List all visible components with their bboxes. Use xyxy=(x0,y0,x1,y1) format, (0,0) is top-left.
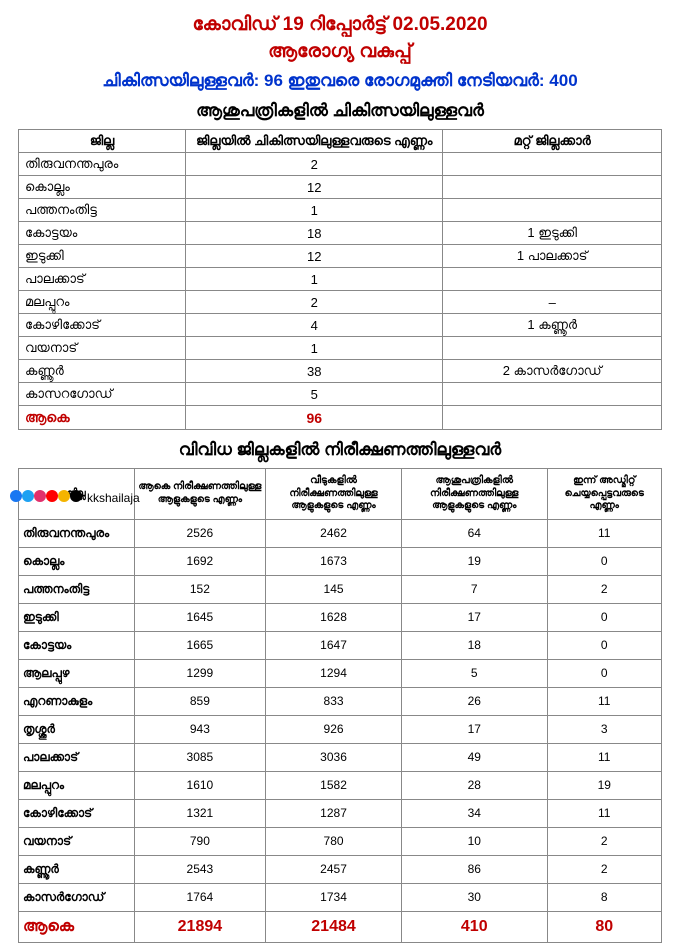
handle-text: kkshailaja xyxy=(87,491,140,505)
table-row: വയനാട്1 xyxy=(19,337,662,360)
table-row: പത്തനംതിട്ട15214572 xyxy=(19,575,662,603)
table-row: കോഴിക്കോട്41 കണ്ണൂർ xyxy=(19,314,662,337)
table2-header: ആകെ നിരീക്ഷണത്തിലുള്ള ആളുകളുടെ എണ്ണം xyxy=(134,469,265,520)
observation-table: ജില്ലആകെ നിരീക്ഷണത്തിലുള്ള ആളുകളുടെ എണ്ണ… xyxy=(18,468,662,943)
hospital-table: ജില്ലജില്ലയിൽ ചികിത്സയിലുള്ളവരുടെ എണ്ണംമ… xyxy=(18,129,662,430)
table-row: തൃശ്ശൂർ943926173 xyxy=(19,715,662,743)
social-icon xyxy=(70,490,82,502)
table-row: കോഴിക്കോട്132112873411 xyxy=(19,799,662,827)
table2-header: ആശുപത്രികളിൽ നിരീക്ഷണത്തിലുള്ള ആളുകളുടെ … xyxy=(402,469,548,520)
table1-total-row: ആകെ96 xyxy=(19,406,662,430)
table-row: കോട്ടയം181 ഇടുക്കി xyxy=(19,222,662,245)
section2-title: വിവിധ ജില്ലകളിൽ നിരീക്ഷണത്തിലുള്ളവർ xyxy=(18,440,662,460)
table-row: പാലക്കാട്1 xyxy=(19,268,662,291)
social-handle: kkshailaja xyxy=(10,490,140,505)
table-row: കാസറഗോഡ്5 xyxy=(19,383,662,406)
table2-total-row: ആകെ218942148441080 xyxy=(19,911,662,942)
table-row: ഇടുക്കി16451628170 xyxy=(19,603,662,631)
table-row: കാസർഗോഡ്17641734308 xyxy=(19,883,662,911)
table-row: കൊല്ലം12 xyxy=(19,176,662,199)
social-icon xyxy=(10,490,22,502)
table-row: കൊല്ലം16921673190 xyxy=(19,547,662,575)
table-row: ഇടുക്കി121 പാലക്കാട് xyxy=(19,245,662,268)
social-icon xyxy=(22,490,34,502)
social-icon xyxy=(58,490,70,502)
table-row: തിരുവനന്തപുരം2 xyxy=(19,153,662,176)
table-row: പത്തനംതിട്ട1 xyxy=(19,199,662,222)
section1-title: ആശുപത്രികളിൽ ചികിത്സയിലുള്ളവർ xyxy=(18,101,662,121)
table-row: ആലപ്പുഴ1299129450 xyxy=(19,659,662,687)
summary-stats: ചികിത്സയിലുള്ളവർ: 96 ഇതുവരെ രോഗമുക്തി നേ… xyxy=(18,71,662,91)
table2-header: ഇന്ന് അഡ്മിറ്റ് ചെയ്യപ്പെട്ടവരുടെ എണ്ണം xyxy=(547,469,661,520)
table-row: കണ്ണൂർ382 കാസർഗോഡ് xyxy=(19,360,662,383)
table-row: തിരുവനന്തപുരം252624626411 xyxy=(19,519,662,547)
table1-header: ജില്ല xyxy=(19,130,186,153)
social-icon xyxy=(34,490,46,502)
table1-header: മറ്റ് ജില്ലക്കാർ xyxy=(443,130,662,153)
table1-header: ജില്ലയിൽ ചികിത്സയിലുള്ളവരുടെ എണ്ണം xyxy=(186,130,443,153)
table-row: മലപ്പുറം161015822819 xyxy=(19,771,662,799)
table2-header: വീടുകളിൽ നിരീക്ഷണത്തിലുള്ള ആളുകളുടെ എണ്ണ… xyxy=(266,469,402,520)
table-row: വയനാട്790780102 xyxy=(19,827,662,855)
table-row: പാലക്കാട്308530364911 xyxy=(19,743,662,771)
table-row: കോട്ടയം16651647180 xyxy=(19,631,662,659)
table-row: മലപ്പുറം2– xyxy=(19,291,662,314)
report-title-line2: ആരോഗ്യ വകുപ്പ് xyxy=(18,39,662,66)
table-row: കണ്ണൂർ25432457862 xyxy=(19,855,662,883)
social-icon xyxy=(46,490,58,502)
table-row: എറണാകുളം8598332611 xyxy=(19,687,662,715)
report-title-line1: കോവിഡ് 19 റിപ്പോർട്ട് 02.05.2020 xyxy=(18,12,662,39)
